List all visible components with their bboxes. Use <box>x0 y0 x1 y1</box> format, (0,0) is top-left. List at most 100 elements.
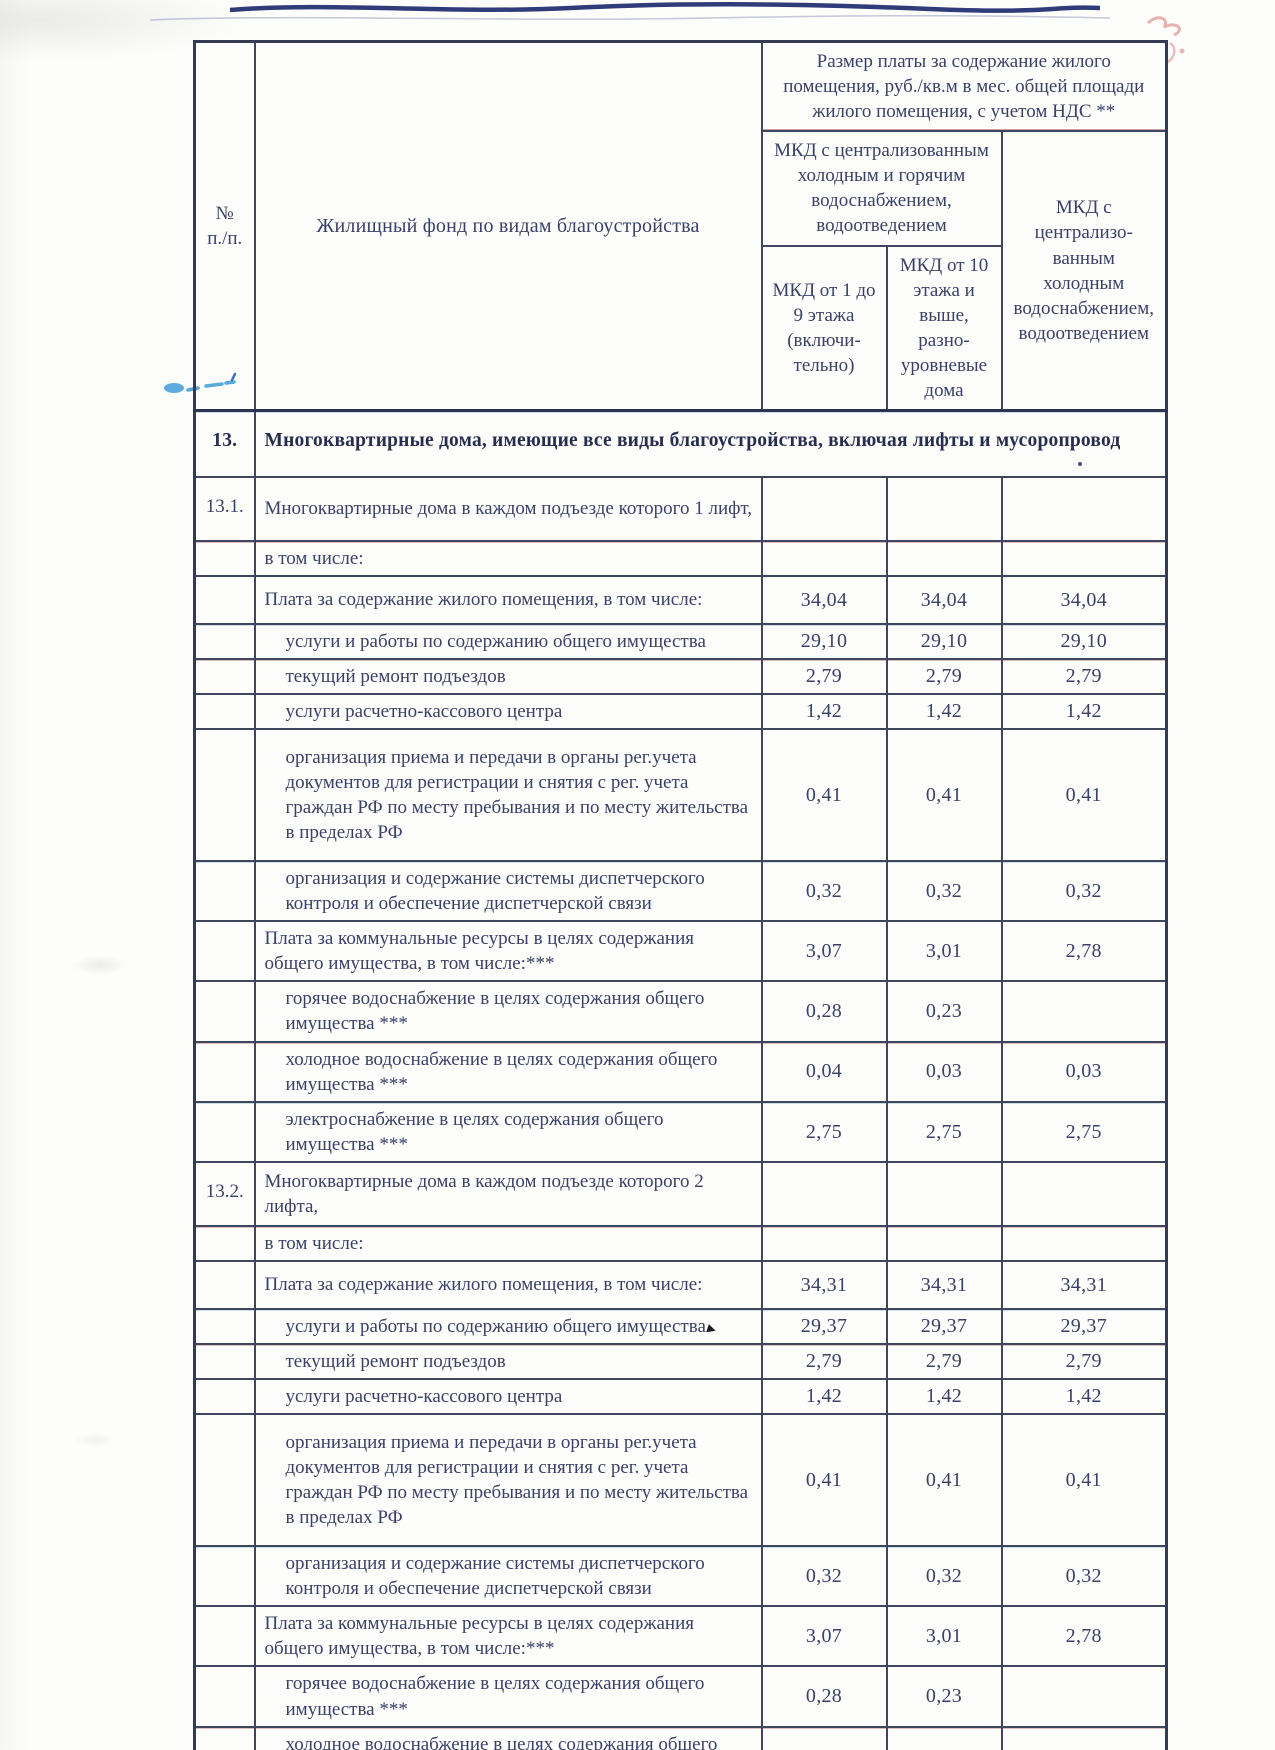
row-label-cell: Плата за коммунальные ресурсы в целях со… <box>253 1605 763 1668</box>
row-label-cell: холодное водоснабжение в целях содержани… <box>253 1725 763 1750</box>
row-value-cell: 0,04 <box>760 1040 888 1103</box>
table-row: услуги и работы по содержанию общего иму… <box>193 622 1168 660</box>
row-value-cell: 2,79 <box>760 1342 888 1381</box>
table-row: Плата за коммунальные ресурсы в целях со… <box>193 920 1168 983</box>
tariff-table: № п./п. Жилищный фонд по видам благоустр… <box>193 40 1168 1750</box>
row-value-cell: 29,37 <box>1000 1307 1168 1346</box>
row-value-cell: 0,03 <box>1000 1725 1168 1750</box>
header-cell-housing-fund: Жилищный фонд по видам благоустройства <box>253 40 763 412</box>
row-label-cell: организация и содержание системы диспетч… <box>253 860 763 923</box>
row-number-cell <box>193 1100 256 1163</box>
table-row: холодное водоснабжение в целях содержани… <box>193 1040 1168 1103</box>
row-value-cell: 29,10 <box>885 622 1003 660</box>
row-value-cell: 3,07 <box>760 1605 888 1668</box>
row-value-cell: 2,78 <box>1000 1605 1168 1668</box>
table-row: в том числе: <box>193 1224 1168 1262</box>
row-number-cell <box>193 1605 256 1668</box>
row-value-cell: 0,32 <box>1000 860 1168 923</box>
row-value-cell: 0,28 <box>760 980 888 1043</box>
row-number-cell <box>193 574 256 625</box>
row-value-cell: 2,79 <box>885 1342 1003 1381</box>
row-value-cell: 0,32 <box>885 1545 1003 1608</box>
row-value-cell: 0,28 <box>760 1665 888 1728</box>
row-value-cell: 1,42 <box>1000 692 1168 731</box>
row-number-cell <box>193 1307 256 1346</box>
row-number-cell <box>193 1342 256 1381</box>
row-value-cell <box>885 539 1003 577</box>
table-row: холодное водоснабжение в целях содержани… <box>193 1725 1168 1750</box>
row-label-cell: Плата за коммунальные ресурсы в целях со… <box>253 920 763 983</box>
row-value-cell: 0,03 <box>885 1725 1003 1750</box>
row-number-cell <box>193 622 256 660</box>
table-row: услуги расчетно-кассового центра 1,42 1,42… <box>193 692 1168 731</box>
header-cell-fee-size: Размер платы за содержание жилого помеще… <box>760 40 1168 133</box>
row-label-cell: организация приема и передачи в органы р… <box>253 1413 763 1548</box>
row-value-cell <box>1000 539 1168 577</box>
row-value-cell <box>885 475 1003 542</box>
row-label-cell: Плата за содержание жилого помещения, в … <box>253 1259 763 1310</box>
row-value-cell: 29,37 <box>760 1307 888 1346</box>
row-value-cell: 34,31 <box>1000 1259 1168 1310</box>
row-number-cell <box>193 1665 256 1728</box>
row-value-cell: 1,42 <box>760 1378 888 1416</box>
header-number-line2: п./п. <box>207 228 243 249</box>
row-label-cell: электроснабжение в целях содержания обще… <box>253 1100 763 1163</box>
row-value-cell: 2,75 <box>885 1100 1003 1163</box>
row-value-cell: 1,42 <box>760 692 888 731</box>
row-value-cell: 0,41 <box>885 728 1003 863</box>
table-row: услуги расчетно-кассового центра 1,42 1,42… <box>193 1378 1168 1416</box>
row-label-cell: горячее водоснабжение в целях содержания… <box>253 1665 763 1728</box>
row-label-cell: организация и содержание системы диспетч… <box>253 1545 763 1608</box>
table-row: Плата за содержание жилого помещения, в … <box>193 574 1168 625</box>
row-label-cell: горячее водоснабжение в целях содержания… <box>253 980 763 1043</box>
table-row: горячее водоснабжение в целях содержания… <box>193 980 1168 1043</box>
row-value-cell <box>1000 475 1168 542</box>
row-value-cell: 29,10 <box>760 622 888 660</box>
row-value-cell: 0,32 <box>885 860 1003 923</box>
row-value-cell: 29,10 <box>1000 622 1168 660</box>
table-header: № п./п. Жилищный фонд по видам благоустр… <box>193 40 1168 412</box>
row-value-cell <box>760 1224 888 1262</box>
row-value-cell <box>885 1224 1003 1262</box>
header-cell-10-plus-floors: МКД от 10 этажа и выше, разно-уровневые … <box>885 244 1003 412</box>
row-number-cell <box>193 692 256 731</box>
row-value-cell: 0,41 <box>760 728 888 863</box>
row-value-cell: 2,79 <box>760 657 888 695</box>
row-value-cell: 3,07 <box>760 920 888 983</box>
scan-artifact-pen-arrow: ▸ <box>704 1318 719 1339</box>
row-label-cell: в том числе: <box>253 1224 763 1262</box>
row-value-cell: 34,31 <box>885 1259 1003 1310</box>
row-label-cell: текущий ремонт подъездов <box>253 657 763 695</box>
row-value-cell: 3,01 <box>885 920 1003 983</box>
row-number-cell <box>193 657 256 695</box>
row-number-cell <box>193 1378 256 1416</box>
row-value-cell: 0,32 <box>1000 1545 1168 1608</box>
row-value-cell: 0,04 <box>760 1725 888 1750</box>
row-label-cell: Многоквартирные дома, имеющие все виды б… <box>253 409 1168 478</box>
row-value-cell: 0,41 <box>1000 728 1168 863</box>
row-number-cell <box>193 1040 256 1103</box>
row-number-cell <box>193 1725 256 1750</box>
header-number-line1: № <box>215 202 234 224</box>
header-cell-central-hot-cold: МКД с централизованным холодным и горячи… <box>760 130 1003 247</box>
row-value-cell: 0,41 <box>760 1413 888 1548</box>
row-number-cell <box>193 920 256 983</box>
row-value-cell: 34,04 <box>885 574 1003 625</box>
row-number-cell <box>193 980 256 1043</box>
row-value-cell <box>760 1160 888 1227</box>
scan-artifact-top-line <box>150 2 1110 21</box>
row-number-cell <box>193 860 256 923</box>
row-value-cell: 34,04 <box>1000 574 1168 625</box>
row-value-cell: 1,42 <box>885 692 1003 731</box>
row-value-cell: 2,75 <box>1000 1100 1168 1163</box>
table-row: услуги и работы по содержанию общего иму… <box>193 1307 1168 1346</box>
table-row: электроснабжение в целях содержания обще… <box>193 1100 1168 1163</box>
row-label-cell: холодное водоснабжение в целях содержани… <box>253 1040 763 1103</box>
row-number-cell <box>193 728 256 863</box>
row-value-cell: 0,23 <box>885 980 1003 1043</box>
header-cell-number: № п./п. <box>193 40 256 412</box>
row-label-cell: текущий ремонт подъездов <box>253 1342 763 1381</box>
row-value-cell <box>760 475 888 542</box>
row-value-cell: 0,41 <box>1000 1413 1168 1548</box>
row-label-cell: услуги расчетно-кассового центра <box>253 692 763 731</box>
